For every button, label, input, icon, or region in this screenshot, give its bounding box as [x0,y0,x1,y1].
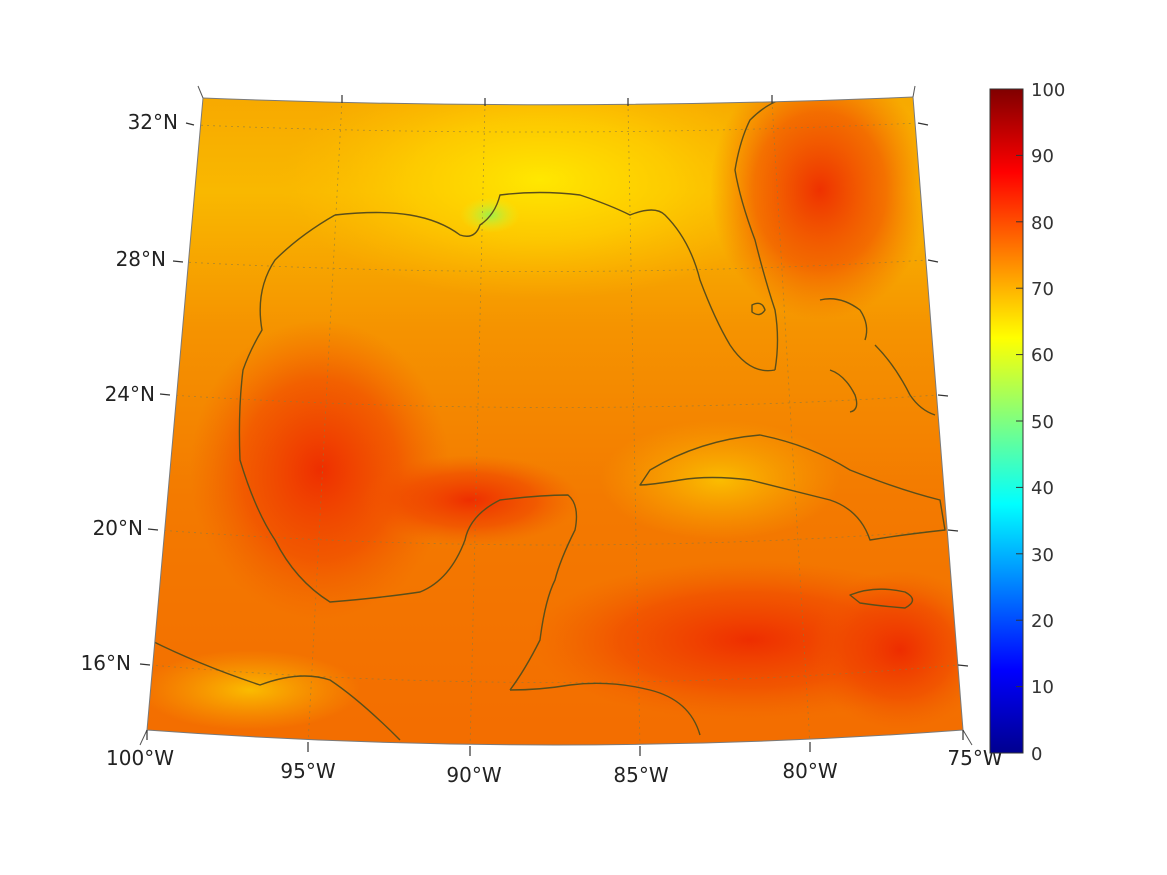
bahamas-1 [819,298,868,341]
gulf-coast-west [238,214,578,691]
cuba [639,434,946,541]
parallel-24 [169,394,939,408]
colorbar-label-80: 80 [1031,213,1054,234]
colorbar-label-90: 90 [1031,146,1054,167]
lon-labels: 100°W 95°W 90°W 85°W 80°W 75°W [106,746,1003,787]
lat-labels: 32°N 28°N 24°N 20°N 16°N [81,110,178,675]
colorbar-tick-labels: 100 90 80 70 60 50 40 30 20 10 0 [1031,80,1065,765]
lon-label-90: 90°W [446,763,501,787]
lat-label-16: 16°N [81,651,131,675]
lat-tick-marks [139,122,969,667]
bahamas-3 [874,344,936,416]
lat-label-28: 28°N [116,247,166,271]
colorbar-gradient [989,88,1024,754]
lon-label-95: 95°W [280,759,335,783]
lat-label-32: 32°N [128,110,178,134]
colorbar-label-0: 0 [1031,744,1042,765]
coastlines [149,99,946,741]
colorbar-label-70: 70 [1031,279,1054,300]
jamaica [849,588,914,609]
colorbar-label-100: 100 [1031,80,1065,101]
lake-okeechobee [751,302,766,316]
lon-tick-marks [146,95,964,756]
bahamas-2 [829,369,858,413]
lon-label-80: 80°W [782,759,837,783]
colorbar-label-60: 60 [1031,345,1054,366]
yucatan-east [509,682,701,736]
lat-label-24: 24°N [105,382,155,406]
map-field [147,97,963,745]
colorbar-label-30: 30 [1031,545,1054,566]
map-frame [139,85,973,746]
lon-label-100: 100°W [106,746,174,770]
colorbar-label-40: 40 [1031,478,1054,499]
colorbar-tick-marks [1016,88,1023,754]
colorbar-label-50: 50 [1031,412,1054,433]
colorbar-label-10: 10 [1031,677,1054,698]
parallel-32 [194,122,919,133]
central-america-pacific [149,639,401,741]
colorbar: 100 90 80 70 60 50 40 30 20 10 0 [989,80,1065,765]
gulf-coast-north [334,191,776,372]
colorbar-label-20: 20 [1031,611,1054,632]
lat-label-20: 20°N [93,516,143,540]
lon-label-85: 85°W [613,763,668,787]
florida-east-coast [734,99,781,371]
